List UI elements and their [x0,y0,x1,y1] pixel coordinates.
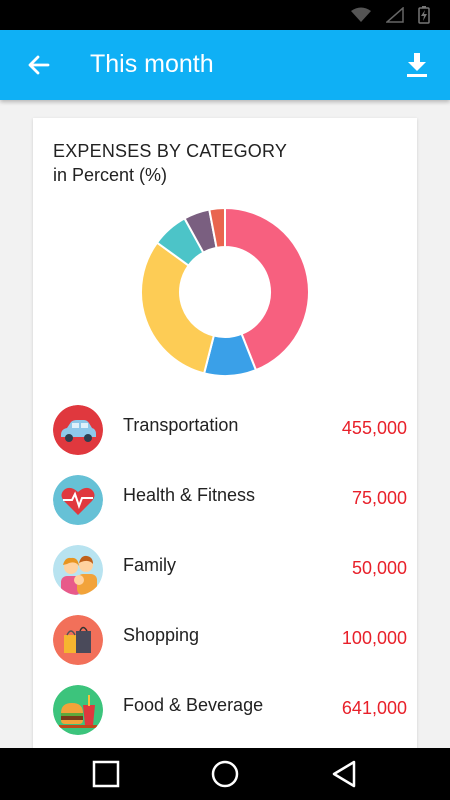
status-bar [0,0,450,30]
category-row-health-fitness[interactable]: Health & Fitness 75,000 [33,468,417,538]
arrow-left-icon [28,55,50,75]
donut-slice-2[interactable] [140,241,216,375]
car-icon [53,405,103,455]
donut-chart[interactable] [139,206,311,378]
battery-charging-icon [418,6,430,24]
signal-icon [386,7,404,23]
heart-pulse-icon [53,475,103,525]
category-amount: 641,000 [341,698,407,718]
category-amount: 50,000 [351,558,407,578]
category-label: Transportation [123,415,239,435]
back-button[interactable] [22,48,56,82]
card-title: EXPENSES BY CATEGORY [53,141,288,161]
download-icon [407,53,427,77]
burger-drink-icon [53,685,103,735]
expenses-card: EXPENSES BY CATEGORY in Percent (%) Tran… [33,118,417,768]
donut-slice-5[interactable] [208,206,226,249]
category-label: Food & Beverage [123,695,264,715]
home-button[interactable] [208,758,242,790]
back-nav-button[interactable] [327,758,361,790]
category-amount: 75,000 [351,488,407,508]
category-row-shopping[interactable]: Shopping 100,000 [33,608,417,678]
category-label: Family [123,555,176,575]
category-amount: 100,000 [341,628,407,648]
home-circle-icon [211,760,239,788]
category-row-transportation[interactable]: Transportation 455,000 [33,398,417,468]
category-row-family[interactable]: Family 50,000 [33,538,417,608]
back-triangle-icon [332,760,356,788]
donut-slice-0[interactable] [224,206,310,372]
category-label: Shopping [123,625,200,645]
category-amount: 455,000 [341,418,407,438]
recents-button[interactable] [89,758,123,790]
shopping-bag-icon [53,615,103,665]
navigation-bar [0,748,450,800]
download-button[interactable] [400,48,434,82]
category-row-food-beverage[interactable]: Food & Beverage 641,000 [33,678,417,748]
category-label: Health & Fitness [123,485,256,505]
status-icons [350,6,430,24]
app-bar: This month [0,30,450,100]
recents-square-icon [92,760,120,788]
wifi-icon [351,7,371,22]
page-title: This month [90,50,214,78]
card-subtitle: in Percent (%) [53,165,168,185]
family-icon [53,545,103,595]
